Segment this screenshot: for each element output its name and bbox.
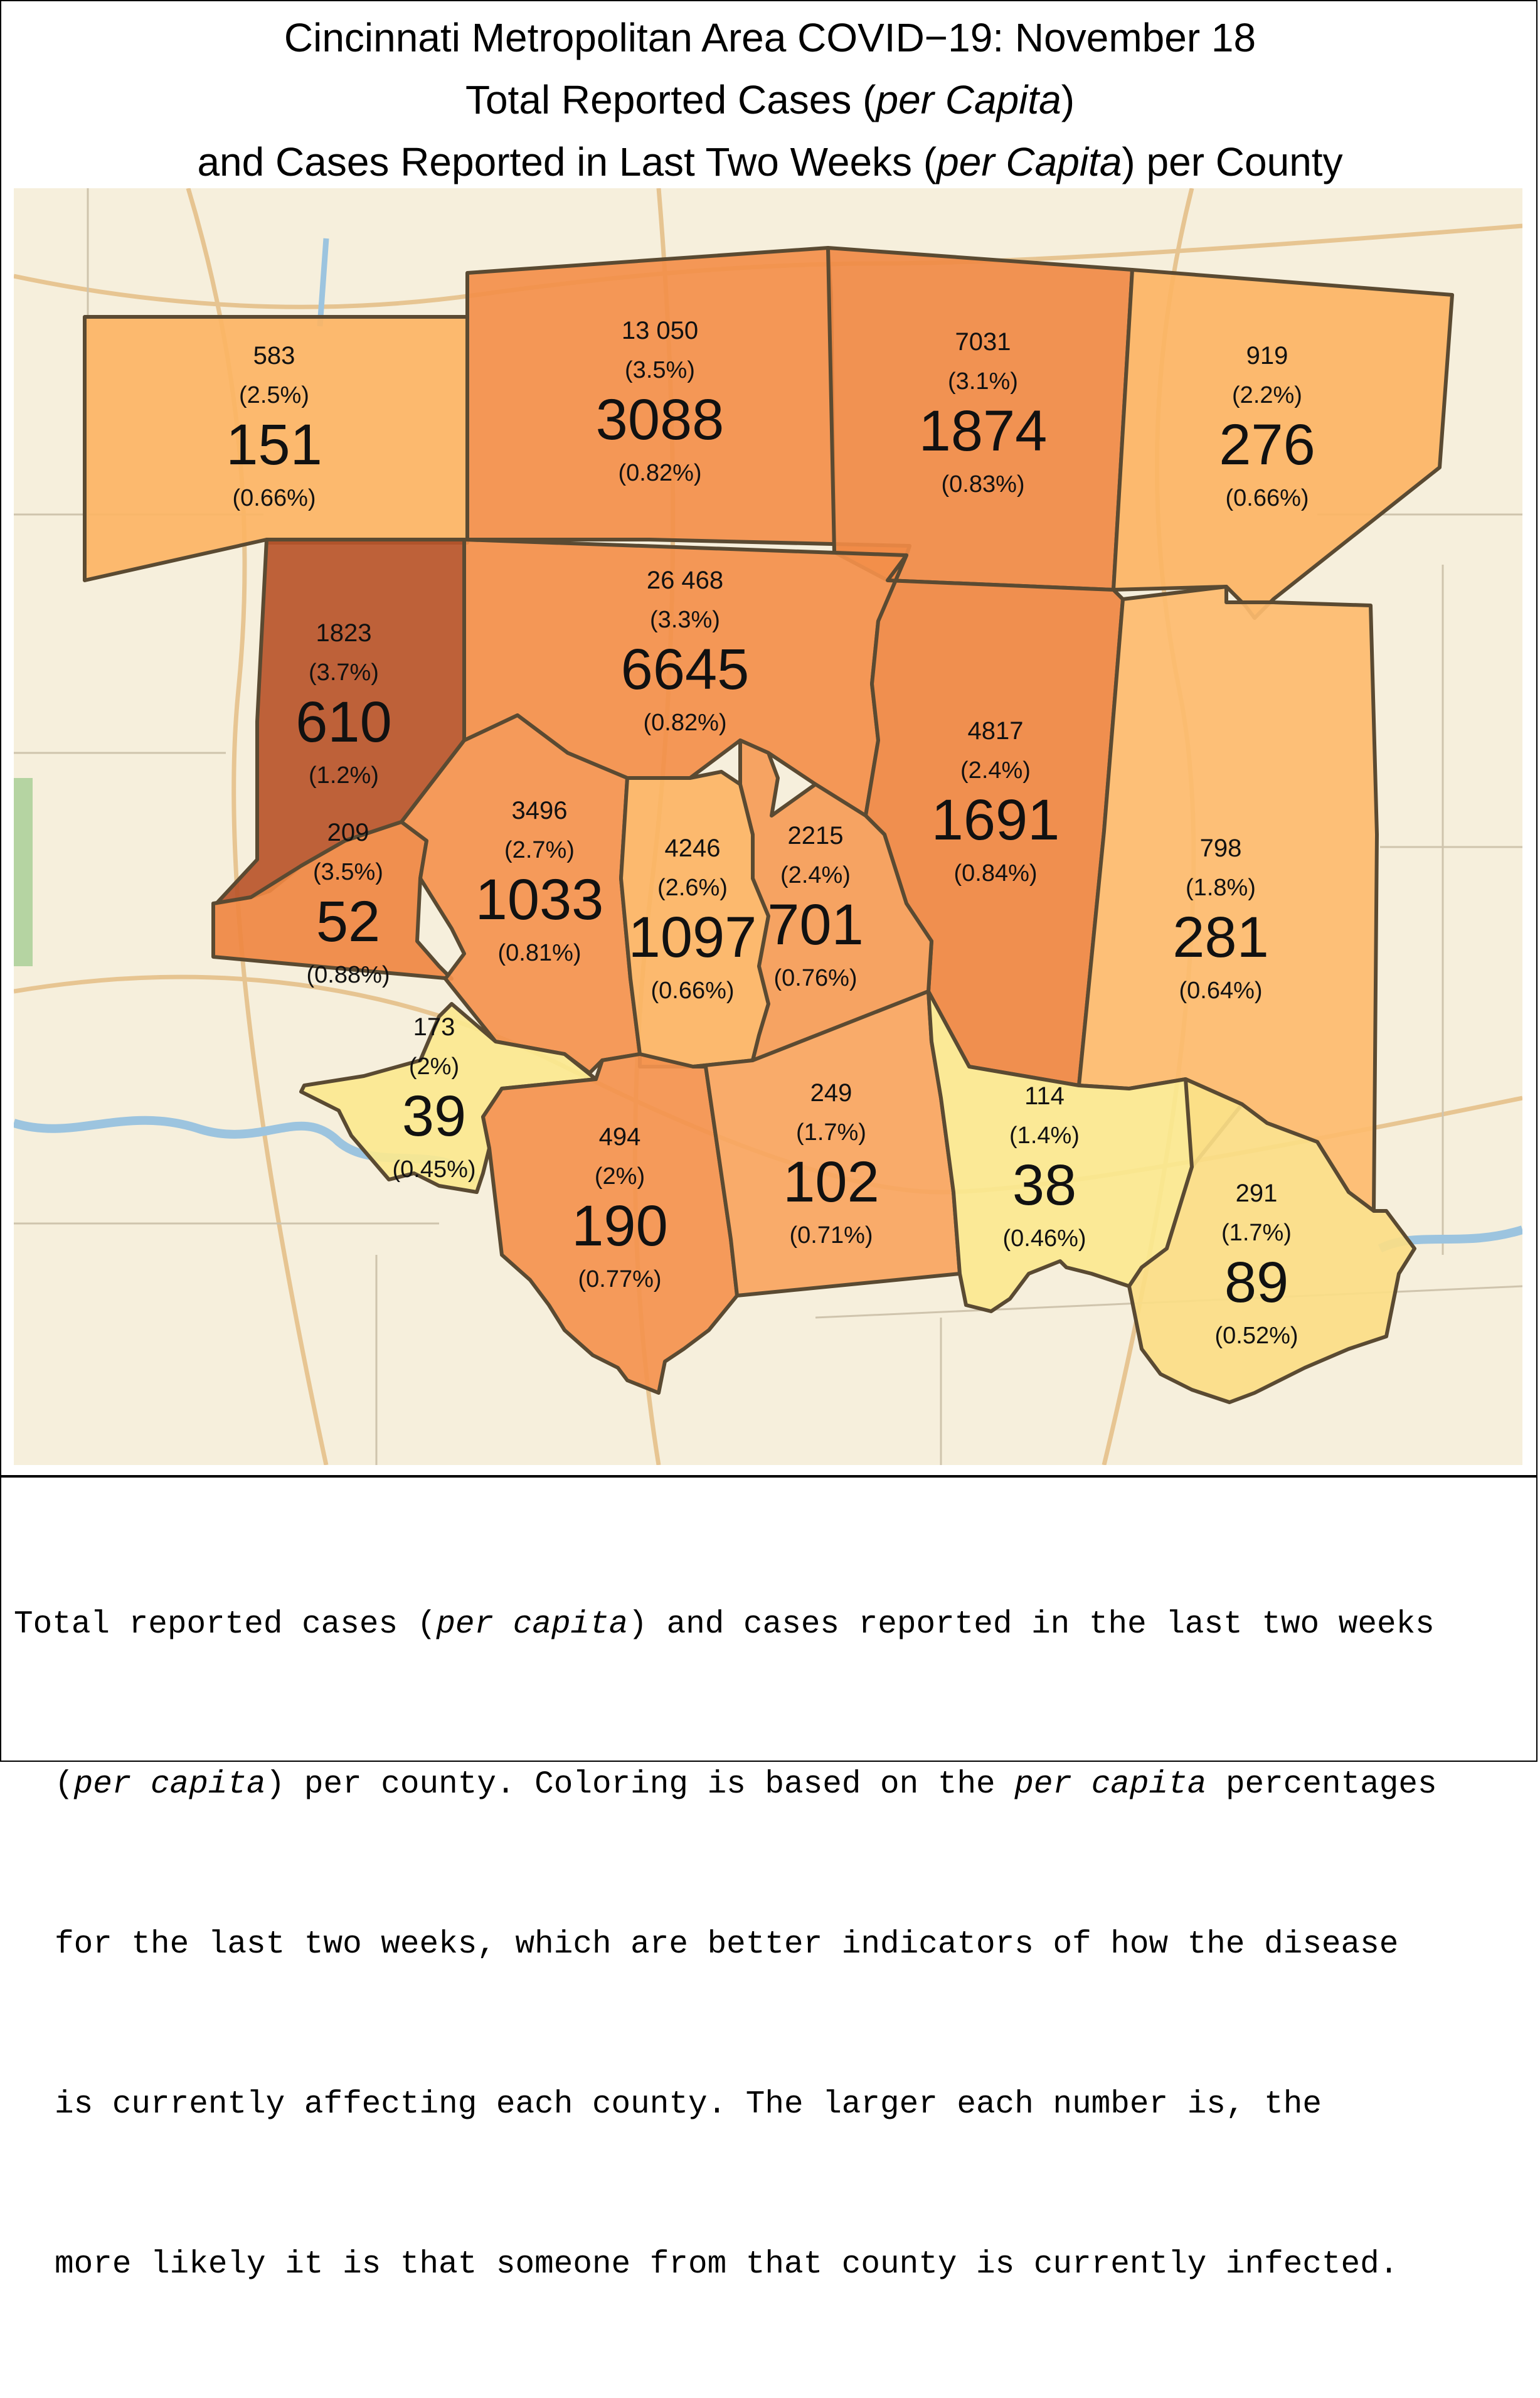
county-total-percent: (2.4%) (780, 862, 851, 888)
county-grant[interactable] (481, 1052, 739, 1395)
county-recent-percent: (0.52%) (1214, 1323, 1298, 1349)
county-total-percent: (2.2%) (1232, 382, 1302, 408)
county-total-percent: (2.5%) (239, 382, 309, 408)
county-total-cases: 13 050 (622, 317, 698, 344)
county-total-percent: (1.7%) (796, 1119, 866, 1146)
county-recent-percent: (0.76%) (773, 965, 857, 991)
county-total-percent: (3.5%) (625, 357, 695, 383)
caption-line: more likely it is that someone from that… (55, 2247, 1399, 2283)
county-recent-cases: 39 (402, 1084, 466, 1148)
county-total-percent: (1.7%) (1221, 1220, 1292, 1246)
county-recent-cases: 281 (1172, 905, 1269, 969)
county-recent-cases: 1691 (932, 788, 1060, 852)
caption-box: Total reported cases (per capita) and ca… (0, 1476, 1537, 2283)
caption-line: is currently affecting each county. The … (55, 2087, 1322, 2123)
county-total-cases: 2215 (788, 822, 844, 850)
county-total-cases: 249 (810, 1079, 852, 1107)
county-recent-percent: (0.81%) (497, 940, 581, 966)
river (317, 238, 329, 327)
county-total-cases: 7031 (955, 328, 1011, 356)
caption-line: Total reported cases (per capita) and ca… (14, 1607, 1435, 1643)
county-recent-percent: (0.45%) (392, 1156, 475, 1183)
county-total-cases: 209 (327, 819, 369, 846)
county-mason[interactable] (1127, 1077, 1416, 1404)
county-bracken[interactable] (927, 989, 1244, 1313)
county-map: 583 (2.5%) 151 (0.66%) 13 050 (3.5%) 3088 (0.82… (14, 188, 1522, 1465)
county-total-percent: (2.4%) (960, 757, 1031, 784)
county-total-cases: 4246 (665, 834, 721, 862)
county-recent-cases: 3088 (596, 388, 725, 452)
labels-layer: 583 (2.5%) 151 (0.66%) 13 050 (3.5%) 3088 (0.82… (226, 317, 1315, 1349)
caption-line: (per capita) per county. Coloring is bas… (55, 1767, 1437, 1803)
county-total-cases: 291 (1236, 1180, 1278, 1207)
county-recent-percent: (0.46%) (1002, 1225, 1086, 1252)
county-recent-percent: (0.83%) (941, 471, 1024, 498)
county-recent-cases: 701 (767, 893, 864, 957)
county-recent-percent: (0.84%) (953, 860, 1037, 887)
county-recent-cases: 1033 (475, 868, 604, 932)
county-total-percent: (3.5%) (313, 859, 383, 885)
county-recent-percent: (0.66%) (651, 978, 734, 1004)
county-recent-cases: 89 (1224, 1250, 1288, 1314)
county-total-percent: (2%) (409, 1053, 459, 1080)
county-total-percent: (3.7%) (309, 659, 379, 686)
county-boone[interactable] (400, 713, 642, 1075)
county-recent-cases: 52 (316, 890, 380, 954)
county-recent-percent: (0.64%) (1179, 978, 1262, 1004)
county-recent-cases: 1097 (629, 905, 757, 969)
caption-line: for the last two weeks, which are better… (55, 1927, 1399, 1963)
county-total-cases: 26 468 (647, 567, 723, 594)
county-recent-percent: (0.66%) (232, 485, 316, 511)
county-recent-percent: (0.88%) (306, 962, 390, 988)
county-total-cases: 583 (253, 342, 295, 370)
county-total-cases: 4817 (968, 717, 1024, 745)
county-recent-percent: (0.82%) (618, 460, 701, 486)
county-total-cases: 3496 (512, 797, 568, 824)
county-recent-cases: 38 (1012, 1153, 1076, 1217)
county-recent-percent: (0.77%) (578, 1266, 661, 1292)
county-recent-cases: 610 (295, 690, 392, 754)
county-recent-percent: (1.2%) (309, 762, 379, 789)
county-total-percent: (2.6%) (657, 875, 728, 901)
county-total-percent: (2.7%) (504, 837, 575, 863)
county-recent-cases: 151 (226, 413, 322, 477)
county-total-percent: (2%) (595, 1163, 645, 1190)
county-total-percent: (1.8%) (1186, 875, 1256, 901)
county-total-percent: (1.4%) (1009, 1122, 1080, 1149)
title-line-2: Total Reported Cases (per Capita) (465, 77, 1075, 122)
county-total-cases: 114 (1024, 1082, 1065, 1110)
counties-layer (83, 246, 1454, 1404)
county-total-cases: 798 (1200, 834, 1242, 862)
title-line-3: and Cases Reported in Last Two Weeks (pe… (197, 139, 1343, 184)
county-total-cases: 173 (413, 1013, 455, 1041)
caption-text: Total reported cases (per capita) and ca… (14, 1491, 1526, 2398)
county-total-cases: 919 (1246, 342, 1288, 370)
title-line-1: Cincinnati Metropolitan Area COVID−19: N… (284, 15, 1256, 60)
county-recent-cases: 102 (783, 1150, 879, 1214)
county-total-percent: (3.1%) (948, 368, 1018, 395)
county-recent-cases: 1874 (919, 399, 1048, 463)
county-total-cases: 1823 (316, 619, 372, 647)
county-recent-cases: 6645 (621, 637, 750, 701)
county-total-percent: (3.3%) (650, 607, 720, 633)
county-recent-cases: 190 (571, 1194, 668, 1258)
county-recent-percent: (0.66%) (1225, 485, 1309, 511)
county-recent-cases: 276 (1219, 413, 1315, 477)
park-area (14, 778, 33, 966)
county-recent-percent: (0.71%) (789, 1222, 873, 1249)
county-total-cases: 494 (599, 1123, 641, 1151)
county-recent-percent: (0.82%) (643, 710, 726, 736)
